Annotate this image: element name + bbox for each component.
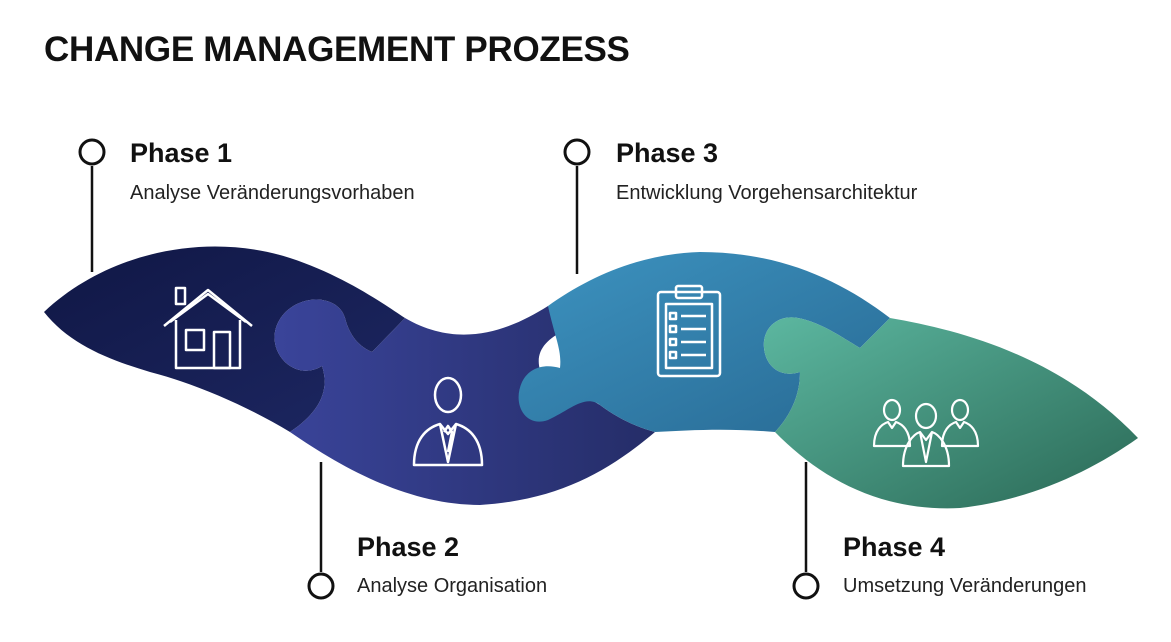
phase-1-marker (78, 138, 106, 272)
phase-3-description: Entwicklung Vorgehensarchitektur (616, 182, 918, 204)
phase-2-title: Phase 2 (357, 532, 460, 562)
clipboard-icon (656, 284, 722, 378)
phase-4-title: Phase 4 (843, 532, 946, 562)
phase-2-description: Analyse Organisation (357, 575, 548, 597)
phase-3-marker (563, 138, 591, 274)
phase-2-marker (307, 462, 335, 600)
phase-4-marker (792, 462, 820, 600)
phase-3-title: Phase 3 (616, 138, 719, 168)
phase-1-title: Phase 1 (130, 138, 233, 168)
puzzle-piece-phase-2 (274, 299, 655, 505)
team-icon (872, 398, 980, 468)
diagram-title: CHANGE MANAGEMENT PROZESS (44, 30, 630, 69)
phase-1-description: Analyse Veränderungsvorhaben (130, 182, 415, 204)
house-icon (163, 286, 253, 370)
puzzle-piece-phase-1 (44, 246, 405, 432)
phase-4-description: Umsetzung Veränderungen (843, 575, 1087, 597)
puzzle-piece-phase-4 (763, 317, 1138, 509)
businessman-icon (412, 376, 484, 467)
